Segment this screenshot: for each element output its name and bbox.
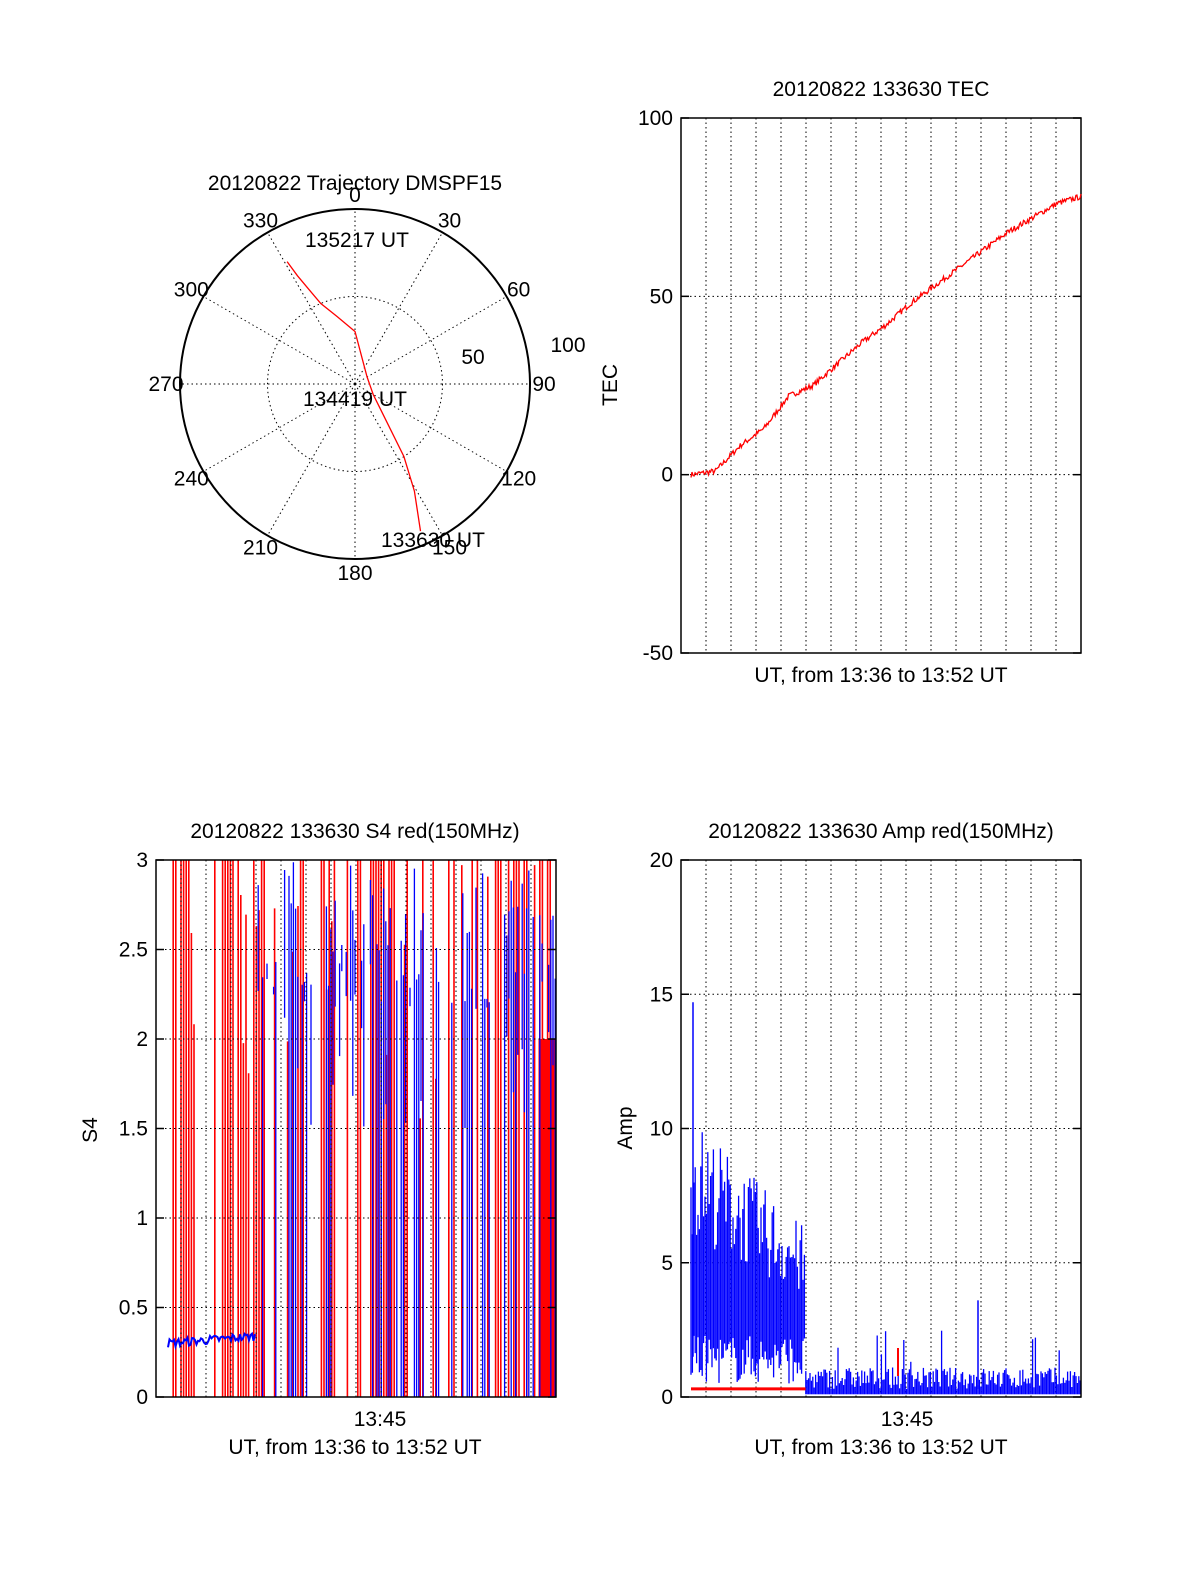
amp-panel: 20120822 133630 Amp red(150MHz) 20 15 10 5 0… (614, 820, 1082, 1459)
s4-y-tick-label: 0 (136, 1386, 148, 1409)
amp-x-axis-label: UT, from 13:36 to 13:52 UT (754, 1436, 1007, 1459)
azimuth-label-330: 330 (243, 209, 278, 232)
azimuth-label-30: 30 (438, 209, 461, 232)
azimuth-labels: 0 30 60 90 120 150 180 210 240 270 300 330 (148, 184, 555, 585)
polar-outer-circle (179, 208, 531, 560)
s4-x-axis-label: UT, from 13:36 to 13:52 UT (228, 1436, 481, 1459)
azimuth-label-210: 210 (243, 537, 278, 560)
amp-y-tick-label: 10 (650, 1118, 673, 1141)
s4-y-ticks: 3 2.5 2 1.5 1 0.5 0 (119, 849, 556, 1409)
s4-title: 20120822 133630 S4 red(150MHz) (190, 820, 519, 843)
s4-grid (156, 860, 556, 1397)
tec-y-tick-label: 0 (661, 464, 673, 487)
amp-y-ticks: 20 15 10 5 0 (650, 849, 1081, 1409)
s4-blue-series (257, 862, 556, 1397)
trajectory-title: 20120822 Trajectory DMSPF15 (208, 172, 502, 195)
amp-y-tick-label: 5 (661, 1252, 673, 1275)
azimuth-label-180: 180 (337, 562, 372, 585)
s4-blue-baseline-line (167, 1331, 256, 1351)
tec-y-tick-label: 50 (650, 285, 673, 308)
tec-grid (681, 118, 1081, 653)
tec-series-line (690, 193, 1082, 478)
s4-y-tick-label: 0.5 (119, 1297, 148, 1320)
amp-blue-series (690, 1002, 1081, 1395)
tec-panel: 20120822 133630 TEC 100 50 0 -50 TEC UT, fr… (599, 78, 1082, 687)
amp-y-axis-label: Amp (614, 1106, 637, 1149)
s4-panel: 20120822 133630 S4 red(150MHz) 3 2.5 2 1.5 1… (79, 820, 557, 1459)
s4-y-tick-label: 1.5 (119, 1118, 148, 1141)
azimuth-label-120: 120 (501, 468, 536, 491)
polar-spoke (354, 232, 443, 385)
s4-y-tick-label: 2.5 (119, 939, 148, 962)
tec-title: 20120822 133630 TEC (773, 78, 990, 101)
azimuth-label-90: 90 (532, 373, 555, 396)
trajectory-track (286, 261, 422, 532)
radial-label-50: 50 (461, 346, 484, 369)
amp-grid (681, 860, 1081, 1397)
s4-y-tick-label: 3 (136, 849, 148, 872)
tec-y-tick-label: -50 (643, 642, 673, 665)
s4-y-axis-label: S4 (79, 1117, 102, 1143)
annotation-end-time: 135217 UT (305, 229, 409, 252)
radial-label-100: 100 (550, 334, 585, 357)
tec-y-ticks: 100 50 0 -50 (638, 107, 1081, 665)
azimuth-label-60: 60 (507, 279, 530, 302)
azimuth-label-240: 240 (174, 468, 209, 491)
polar-grid (180, 209, 530, 559)
annotation-mid-time: 134419 UT (303, 388, 407, 411)
tec-x-axis-label: UT, from 13:36 to 13:52 UT (754, 664, 1007, 687)
azimuth-label-300: 300 (174, 279, 209, 302)
amp-title: 20120822 133630 Amp red(150MHz) (708, 820, 1054, 843)
amp-y-tick-label: 15 (650, 983, 673, 1006)
polar-ring-50 (267, 296, 443, 472)
annotation-start-time: 133630 UT (381, 529, 485, 552)
azimuth-label-150: 150 (432, 537, 467, 560)
amp-y-tick-label: 20 (650, 849, 673, 872)
amp-x-tick-label: 13:45 (881, 1408, 934, 1431)
azimuth-label-0: 0 (349, 184, 361, 207)
tec-y-tick-label: 100 (638, 107, 673, 130)
s4-y-tick-label: 1 (136, 1207, 148, 1230)
polar-spoke (354, 296, 507, 385)
amp-y-tick-label: 0 (661, 1386, 673, 1409)
azimuth-label-270: 270 (148, 373, 183, 396)
tec-y-axis-label: TEC (599, 364, 622, 406)
trajectory-panel: 20120822 Trajectory DMSPF15 0 30 60 90 120 15… (148, 172, 585, 585)
tec-plot-frame (680, 117, 1082, 654)
s4-x-tick-label: 13:45 (354, 1408, 407, 1431)
s4-y-tick-label: 2 (136, 1028, 148, 1051)
